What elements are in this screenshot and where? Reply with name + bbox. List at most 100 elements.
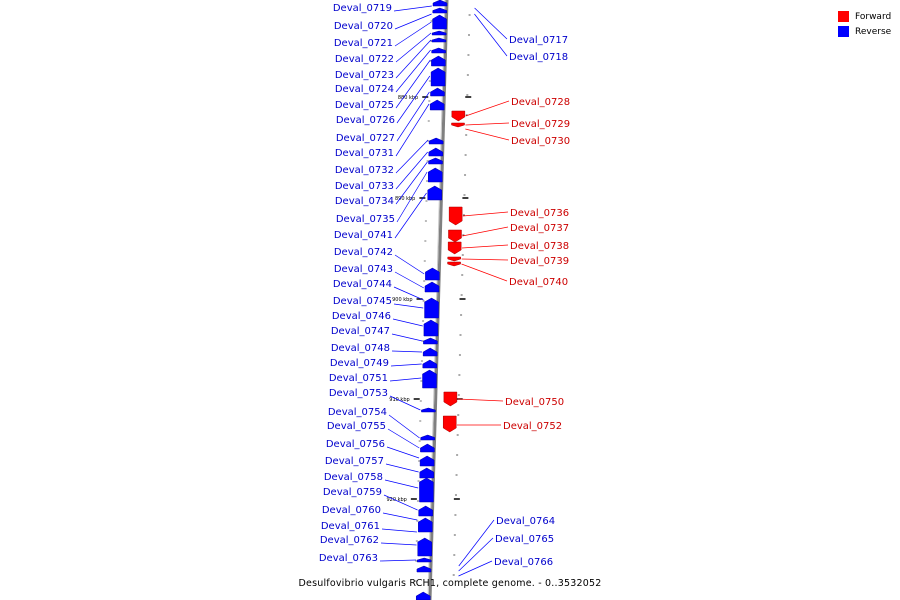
gene-label-reverse: Deval_0744 (333, 279, 392, 290)
label-leader (474, 13, 508, 57)
gene-label-reverse: Deval_0751 (329, 373, 388, 384)
gene-label-reverse: Deval_0727 (336, 133, 395, 144)
reverse-gene-shape (423, 337, 438, 345)
label-leader (462, 226, 509, 237)
gene-label-forward: Deval_0729 (511, 119, 570, 130)
label-leader (384, 479, 419, 489)
label-leader (395, 103, 430, 157)
gene-label-reverse: Deval_0735 (336, 214, 395, 225)
label-leader (395, 49, 431, 93)
gene-label-reverse: Deval_0764 (496, 516, 555, 527)
reverse-gene-shape (432, 14, 447, 30)
label-leader (458, 519, 495, 567)
reverse-swatch (838, 26, 849, 37)
legend-label-reverse: Reverse (855, 26, 892, 37)
reverse-gene-shape (422, 347, 438, 357)
reverse-gene-shape (428, 147, 444, 157)
scale-label: 900 kbp (392, 297, 412, 303)
reverse-gene-shape (431, 47, 446, 54)
gene-label-reverse: Deval_0745 (333, 296, 392, 307)
gene-label-reverse: Deval_0747 (331, 326, 390, 337)
label-leader (395, 161, 428, 205)
gene-label-reverse: Deval_0748 (331, 343, 390, 354)
label-leader (394, 21, 432, 47)
gene-label-reverse: Deval_0732 (335, 165, 394, 176)
gene-label-reverse: Deval_0758 (324, 472, 383, 483)
gene-label-reverse: Deval_0724 (335, 84, 394, 95)
label-leader (393, 303, 424, 309)
label-leader (379, 559, 417, 562)
label-leader (393, 5, 432, 12)
reverse-gene-shape (419, 455, 435, 467)
gene-label-reverse: Deval_0734 (335, 196, 394, 207)
gene-label-forward: Deval_0738 (510, 241, 569, 252)
gene-label-reverse: Deval_0743 (334, 264, 393, 275)
gene-label-reverse: Deval_0733 (335, 181, 394, 192)
label-leader (391, 333, 423, 342)
gene-label-reverse: Deval_0731 (335, 148, 394, 159)
reverse-gene-shape (418, 517, 433, 533)
label-leader (392, 318, 423, 327)
label-leader (388, 414, 420, 439)
reverse-gene-shape (427, 185, 442, 201)
label-leader (395, 59, 431, 109)
reverse-gene-shape (424, 297, 439, 319)
gene-label-reverse: Deval_0755 (327, 421, 386, 432)
reverse-gene-shape (419, 467, 434, 479)
reverse-gene-shape (424, 281, 440, 293)
reverse-gene-shape (416, 565, 432, 573)
label-leader (458, 560, 493, 577)
label-leader (391, 350, 423, 353)
reverse-gene-shape (422, 369, 437, 389)
gene-label-reverse: Deval_0753 (329, 388, 388, 399)
gene-label-reverse: Deval_0759 (323, 487, 382, 498)
forward-gene-shape (447, 261, 461, 267)
reverse-gene-shape (431, 30, 447, 36)
label-leader (395, 32, 432, 63)
forward-gene-shape (448, 229, 462, 243)
reverse-gene-shape (430, 87, 445, 97)
gene-label-reverse: Deval_0749 (330, 358, 389, 369)
forward-swatch (838, 11, 849, 22)
label-leader (387, 428, 420, 449)
gene-label-forward: Deval_0752 (503, 421, 562, 432)
label-leader (393, 286, 424, 301)
label-leader (461, 244, 509, 249)
gene-label-reverse: Deval_0725 (335, 100, 394, 111)
legend: Forward Reverse (838, 9, 891, 39)
gene-label-forward: Deval_0737 (510, 223, 569, 234)
scale-label: 920 kbp (386, 497, 406, 503)
label-leader (386, 446, 420, 459)
gene-label-forward: Deval_0728 (511, 97, 570, 108)
forward-gene-shape (447, 256, 461, 262)
reverse-gene-shape (419, 477, 434, 503)
gene-label-reverse: Deval_0717 (509, 35, 568, 46)
scale-label: 880 kbp (398, 95, 418, 101)
label-leader (390, 363, 422, 367)
gene-label-reverse: Deval_0720 (334, 21, 393, 32)
label-leader (457, 398, 504, 402)
reverse-gene-shape (422, 359, 438, 369)
forward-gene-shape (448, 206, 463, 226)
gene-label-reverse: Deval_0746 (332, 311, 391, 322)
label-leader (458, 537, 494, 572)
label-leader (380, 542, 417, 546)
gene-label-reverse: Deval_0718 (509, 52, 568, 63)
gene-label-reverse: Deval_0722 (335, 54, 394, 65)
gene-label-reverse: Deval_0766 (494, 557, 553, 568)
forward-gene-shape (451, 110, 466, 122)
label-leader (382, 512, 418, 521)
label-leader (465, 122, 510, 126)
label-leader (389, 377, 422, 382)
legend-item-reverse: Reverse (838, 24, 891, 39)
reverse-gene-shape (427, 167, 443, 183)
reverse-gene-shape (418, 505, 433, 517)
label-leader (383, 494, 418, 511)
label-leader (394, 13, 432, 30)
legend-item-forward: Forward (838, 9, 891, 24)
forward-gene-shape (447, 241, 462, 255)
legend-label-forward: Forward (855, 11, 892, 22)
label-leader (389, 395, 421, 411)
gene-label-reverse: Deval_0763 (319, 553, 378, 564)
